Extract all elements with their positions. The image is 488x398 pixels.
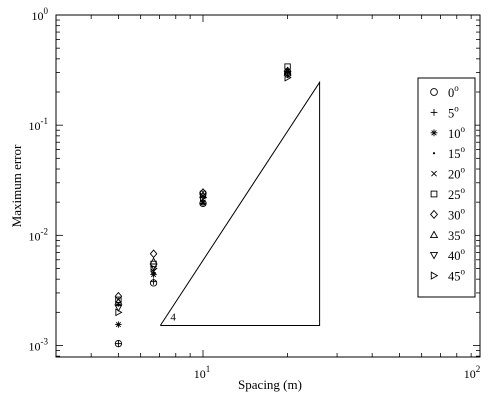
- legend-entry: 20o: [448, 165, 466, 182]
- slope-triangle-outline: [159, 80, 321, 326]
- data-point-triangle-right: [150, 264, 158, 273]
- legend-marker-diamond: [430, 209, 438, 219]
- legend-marker-triangle-right: [430, 271, 439, 280]
- legend-marker-point: [432, 152, 436, 155]
- y-tick-label: 10-3: [29, 337, 49, 354]
- x-tick-label: 102: [464, 364, 481, 381]
- data-point-square: [115, 296, 122, 303]
- legend-entry: 40o: [448, 246, 466, 263]
- legend-entry: 0o: [448, 83, 459, 100]
- y-tick-label: 100: [32, 6, 49, 23]
- data-point-triangle-up: [283, 68, 292, 76]
- data-point-plus: [150, 278, 157, 285]
- tick-marks: [55, 14, 480, 357]
- legend-marker-plus: [430, 109, 438, 116]
- data-point-triangle-down: [114, 304, 123, 312]
- data-point-triangle-right: [115, 308, 123, 317]
- legend-marker-circle: [430, 88, 438, 96]
- y-tick-label: 10-2: [29, 226, 49, 243]
- data-point-triangle-up: [114, 297, 123, 305]
- legend-entry: 30o: [448, 205, 466, 222]
- y-axis-label: Maximum error: [9, 144, 24, 227]
- legend-box: [417, 77, 476, 298]
- legend: 0o 5o 10o 15o 20o 25o 30o 35o 40o 45o: [417, 77, 476, 298]
- y-tick-label: 10-1: [29, 116, 49, 133]
- x-tick-label: 101: [194, 364, 211, 381]
- data-point-diamond: [114, 291, 123, 301]
- legend-marker-x: [431, 170, 437, 177]
- legend-entry: 5o: [448, 103, 459, 120]
- plot-area-frame: [55, 14, 481, 358]
- legend-marker-square: [430, 190, 438, 198]
- x-axis-label: Spacing (m): [238, 377, 302, 392]
- slope-triangle: 4: [159, 80, 321, 326]
- legend-marker-triangle-up: [429, 230, 439, 238]
- data-point-triangle-down: [149, 263, 158, 271]
- data-point-triangle-right: [199, 193, 208, 202]
- legend-marker-triangle-down: [429, 252, 439, 260]
- data-point-star: [115, 321, 122, 328]
- slope-label: 4: [170, 311, 176, 323]
- data-point-plus: [115, 340, 122, 347]
- data-point-triangle-right: [284, 73, 292, 82]
- tick-labels: 10-3 10-2 10-1 100 101 102: [29, 6, 481, 381]
- legend-entry: 15o: [448, 144, 466, 161]
- legend-entry: 45o: [448, 267, 466, 284]
- legend-entry: 10o: [448, 124, 466, 141]
- legend-entry: 35o: [448, 226, 466, 243]
- legend-marker-star: [430, 129, 438, 137]
- legend-entry: 25o: [448, 185, 466, 202]
- data-points: [114, 63, 292, 348]
